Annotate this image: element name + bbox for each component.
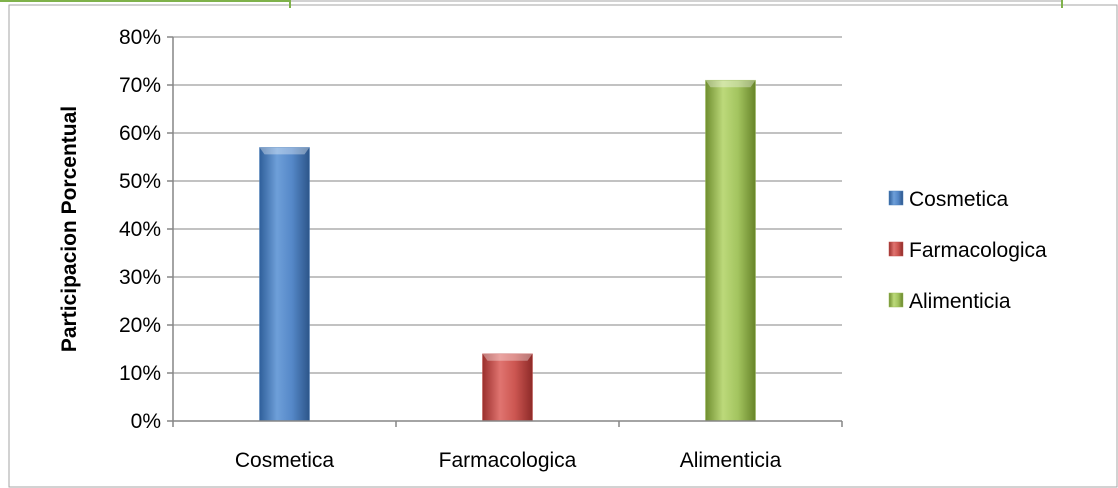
y-tick-label: 80% [119,26,161,49]
x-tick-label: Alimenticia [680,449,782,472]
legend-swatch-cosmetica [888,190,904,206]
legend-swatch-farmacologica [888,241,904,257]
bar-alimenticia [705,79,756,422]
x-axis-ticks: Cosmetica Farmacologica Alimenticia [172,421,843,472]
x-tick-label: Cosmetica [235,449,335,472]
y-tick-label: 60% [119,122,161,145]
bar-cap-alimenticia [705,80,756,88]
bar-cosmetica [259,147,310,422]
y-axis-title: Participacion Porcentual [58,106,81,352]
legend-label-farmacologica: Farmacologica [909,239,1047,262]
legend-swatch-alimenticia [888,292,904,308]
x-tick-label: Farmacologica [439,449,577,472]
chart-border [8,4,1118,488]
bars [259,79,756,422]
y-tick-label: 40% [119,218,161,241]
legend-label-alimenticia: Alimenticia [909,290,1011,313]
bar-farmacologica [482,353,533,422]
y-tick-label: 70% [119,74,161,97]
y-tick-label: 50% [119,170,161,193]
y-tick-label: 20% [119,314,161,337]
legend: Cosmetica Farmacologica Alimenticia [888,188,1047,313]
y-tick-label: 30% [119,266,161,289]
legend-label-cosmetica: Cosmetica [909,188,1009,211]
y-axis-ticks: 0% 10% 20% 30% 40% 50% 60% 70% 80% [119,26,173,433]
bar-cap-farmacologica [482,353,533,361]
bar-cap-cosmetica [259,147,310,155]
y-tick-label: 10% [119,362,161,385]
y-tick-label: 0% [131,410,161,433]
